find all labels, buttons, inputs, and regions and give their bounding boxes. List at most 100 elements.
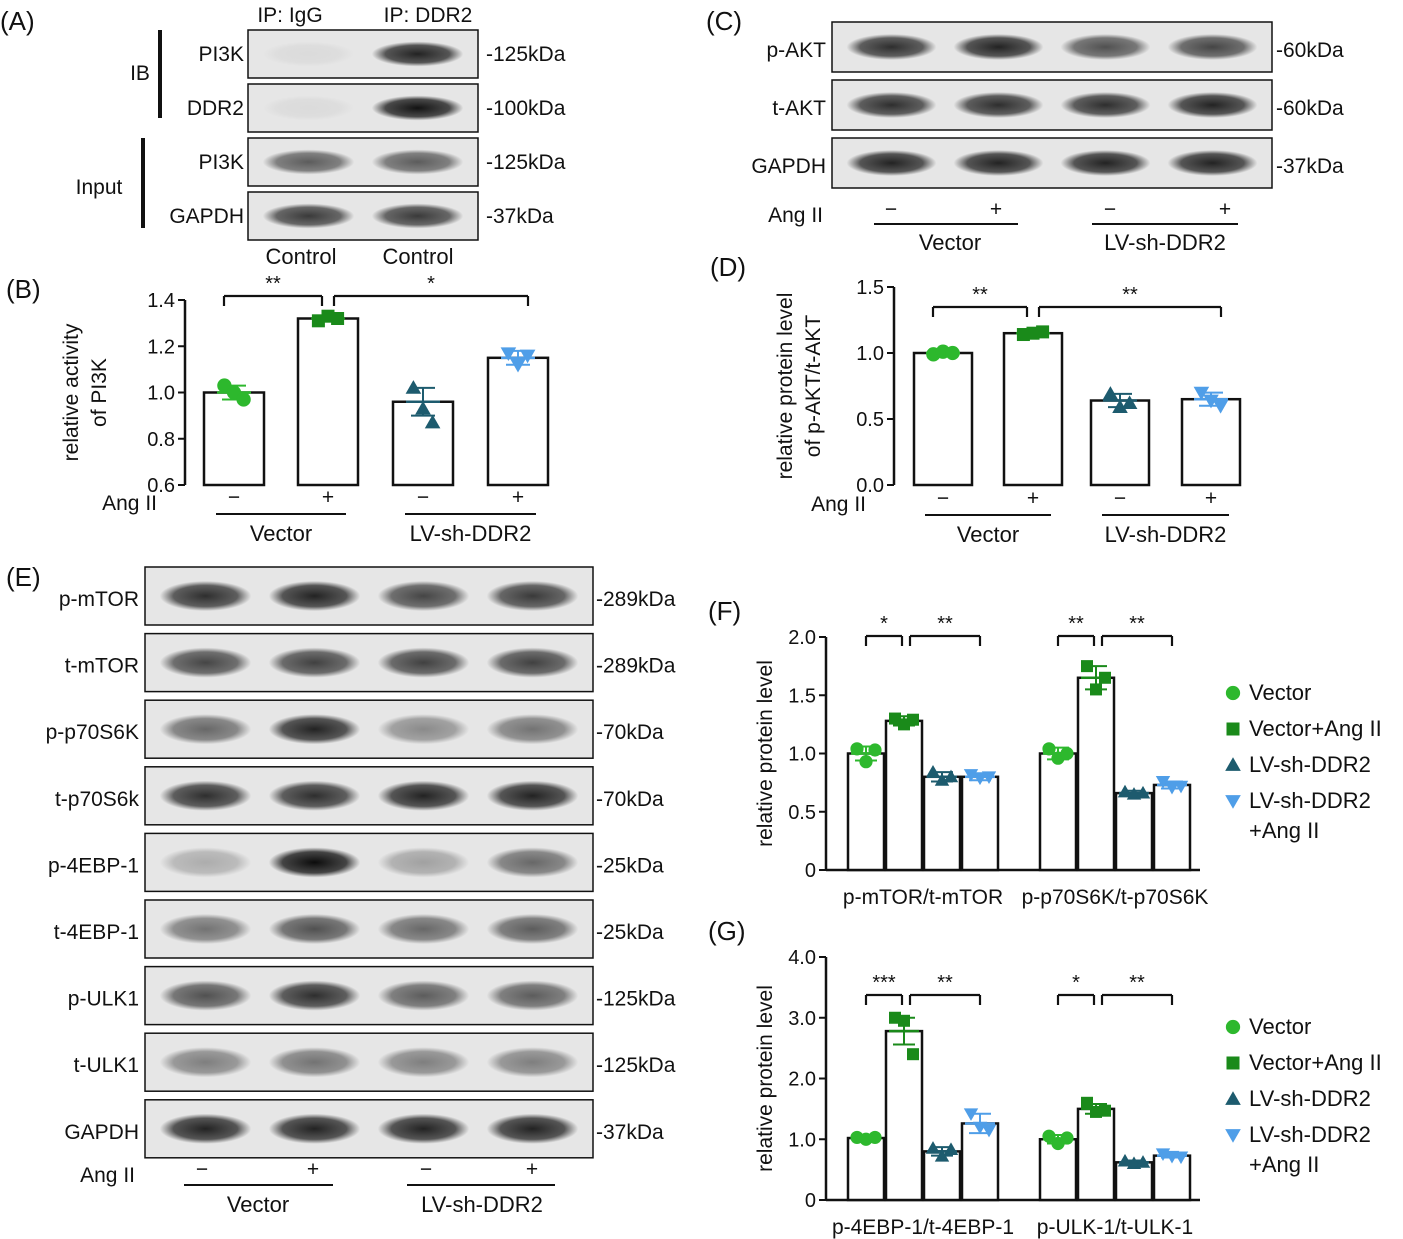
data-point <box>1117 1153 1133 1167</box>
data-point <box>934 1149 950 1162</box>
y-tick-label: 1.0 <box>147 383 175 405</box>
blot-band <box>1167 150 1258 176</box>
bar <box>846 752 886 872</box>
data-point <box>981 1124 997 1138</box>
bar <box>884 719 924 872</box>
blot-band <box>1060 34 1151 60</box>
panel-letter-g: (G) <box>708 916 746 946</box>
data-point <box>1226 1056 1240 1070</box>
blot-a-2-strip <box>247 137 479 187</box>
blot-band <box>371 41 464 67</box>
significance-label: ** <box>937 972 953 994</box>
blot-band <box>159 580 252 612</box>
blot-band <box>371 203 464 229</box>
blot-band <box>377 714 470 745</box>
panel-letter-c: (C) <box>706 6 742 36</box>
bar <box>846 1136 886 1202</box>
significance-label: * <box>880 613 888 635</box>
data-point <box>1060 1131 1074 1145</box>
data-point <box>424 414 441 429</box>
group-label: Vector <box>957 522 1019 547</box>
blot-band <box>159 1047 252 1078</box>
blot-band <box>846 150 937 176</box>
molecular-weight-label: -100kDa <box>486 97 566 120</box>
data-point <box>907 1048 919 1061</box>
blot-band <box>846 34 937 60</box>
treatment-sign: + <box>1219 198 1231 221</box>
y-tick-label: 1.0 <box>788 1129 816 1151</box>
molecular-weight-label: -37kDa <box>1276 155 1344 178</box>
blot-band <box>486 580 579 612</box>
chart-G: (G) 0 1.0 2.0 3.0 4.0 relative protein level p-… <box>708 916 1382 1239</box>
treatment-label: Ang II <box>80 1164 135 1187</box>
data-point <box>1225 795 1241 809</box>
blot-e-4-strip <box>144 832 594 893</box>
treatment-sign: − <box>1104 198 1116 221</box>
blot-e-2-strip <box>144 699 594 759</box>
data-point <box>415 400 431 415</box>
group-label: LV-sh-DDR2 <box>421 1192 543 1217</box>
data-point <box>331 312 345 325</box>
blot-band <box>159 913 252 945</box>
data-point <box>963 1108 979 1121</box>
blot-e-5-strip <box>144 899 594 959</box>
data-point <box>236 392 251 407</box>
legend-label: +Ang II <box>1249 818 1319 843</box>
blot-band <box>268 1047 361 1078</box>
legend-label: LV-sh-DDR2 <box>1249 1086 1371 1111</box>
bar <box>960 775 1000 872</box>
chart-D: (D) 0.0 0.5 1.0 1.5 relative protein level of … <box>710 252 1242 547</box>
data-point <box>1042 1129 1056 1143</box>
y-axis-label: of p-AKT/t-AKT <box>802 315 825 458</box>
treatment-label: Ang II <box>811 493 866 516</box>
molecular-weight-label: -37kDa <box>596 1121 664 1144</box>
molecular-weight-label: -37kDa <box>486 205 554 228</box>
data-point <box>1225 1129 1241 1143</box>
data-point <box>868 1130 882 1145</box>
legend-label: Vector+Ang II <box>1249 1050 1382 1075</box>
y-tick-label: 0.8 <box>147 429 175 451</box>
molecular-weight-label: -125kDa <box>596 1054 676 1077</box>
bar <box>1180 397 1242 487</box>
blot-a-0-strip <box>247 29 479 79</box>
data-point <box>1203 394 1219 409</box>
blot-band <box>268 647 361 678</box>
blot-row-label: p-ULK1 <box>68 988 139 1011</box>
bar <box>1076 1107 1116 1202</box>
group-label: LV-sh-DDR2 <box>1104 230 1226 255</box>
y-tick-label: 1.5 <box>788 685 816 707</box>
significance-label: ** <box>1068 613 1084 635</box>
treatment-sign: − <box>196 1158 208 1181</box>
significance-label: ** <box>1129 972 1145 994</box>
bar <box>922 775 962 872</box>
blot-band <box>159 980 252 1011</box>
y-tick-label: 0 <box>805 860 816 882</box>
legend: Vector Vector+Ang II LV-sh-DDR2 LV-sh-DDR2 +… <box>1225 1014 1382 1177</box>
panel-letter-e: (E) <box>6 562 41 592</box>
bar <box>1114 791 1154 872</box>
blot-band <box>159 647 252 678</box>
data-point <box>1099 671 1111 684</box>
data-point <box>1042 742 1056 756</box>
blot-row-label: p-AKT <box>766 39 826 62</box>
data-point <box>1099 1104 1111 1117</box>
blot-row-label: p-p70S6K <box>46 721 139 744</box>
y-axis-label: relative protein level <box>754 660 777 847</box>
y-tick-label: 3.0 <box>788 1008 816 1030</box>
data-point <box>1036 325 1050 339</box>
significance-label: ** <box>1129 613 1145 635</box>
y-tick-label: 0.6 <box>147 475 175 497</box>
treatment-sign: − <box>937 487 949 510</box>
data-point <box>1212 399 1229 414</box>
data-point <box>943 769 959 783</box>
y-tick-label: 2.0 <box>788 1069 816 1091</box>
blot-band <box>377 980 470 1011</box>
blot-band <box>846 92 937 118</box>
x-category-label: p-4EBP-1/t-4EBP-1 <box>832 1216 1014 1239</box>
blot-band <box>486 1047 579 1078</box>
blot-band <box>486 1113 579 1144</box>
molecular-weight-label: -289kDa <box>596 588 676 611</box>
data-point <box>1090 683 1102 696</box>
blot-band <box>262 203 355 229</box>
